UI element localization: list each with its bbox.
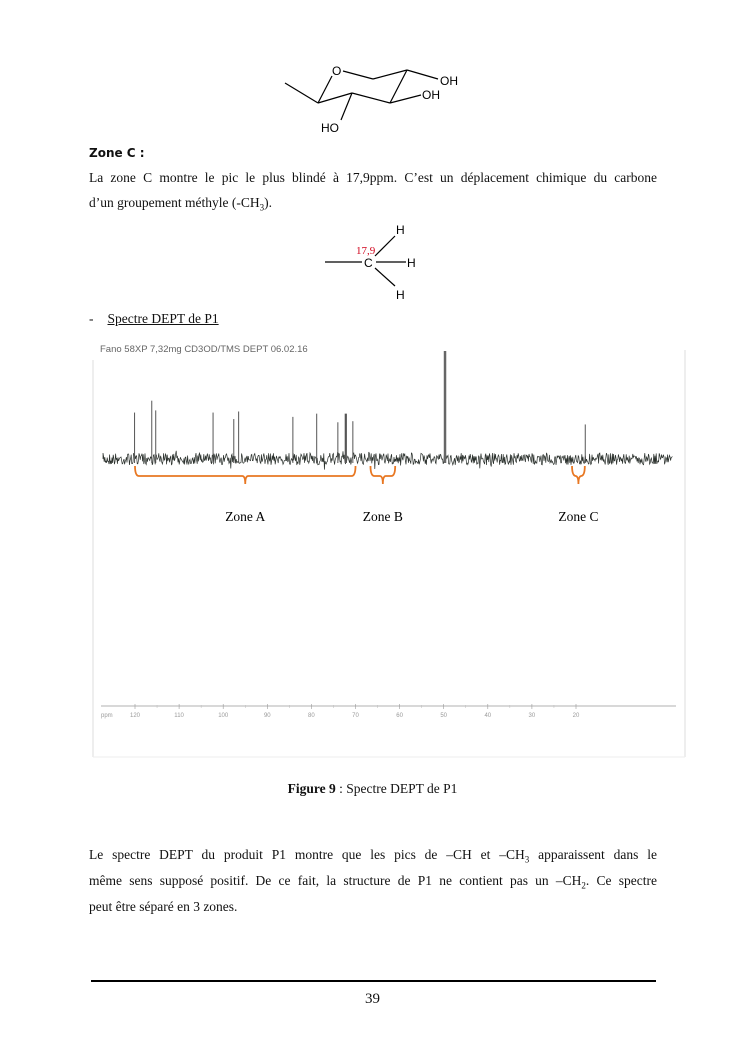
x-tick-label: 70 [352,713,359,719]
zone-c-text-line: d’un groupement méthyle (-CH3). [89,195,272,213]
x-tick-label: 40 [484,713,491,719]
x-tick-label: 110 [174,713,184,719]
x-axis-unit: ppm [101,713,113,719]
zone-label: Zone A [225,509,265,524]
section-heading: - Spectre DEPT de P1 [89,311,219,326]
conclusion-line: même sens supposé positif. De ce fait, l… [89,873,657,891]
pyranose-structure: O OH OH HO [284,64,458,135]
x-tick-label: 80 [308,713,315,719]
methyl-structure: C H H H 17,9 [325,223,416,302]
zone-label: Zone C [558,509,598,524]
spectrum-title: Fano 58XP 7,32mg CD3OD/TMS DEPT 06.02.16 [100,344,308,355]
x-tick-label: 50 [440,713,447,719]
zone-bracket [571,465,586,485]
zone-c-text-line: La zone C montre le pic le plus blindé à… [89,170,657,185]
baseline-noise [102,450,673,470]
oxygen-label: O [332,64,341,78]
zone-bracket [134,465,357,485]
x-tick-label: 30 [529,713,536,719]
x-tick-label: 90 [264,713,271,719]
x-tick-label: 20 [573,713,580,719]
hydrogen-label: H [396,223,405,237]
zone-label: Zone B [363,509,403,524]
x-tick-label: 100 [218,713,229,719]
hydrogen-label: H [396,288,405,302]
x-tick-label: 60 [396,713,403,719]
dept-spectrum: Fano 58XP 7,32mg CD3OD/TMS DEPT 06.02.16… [92,344,686,758]
zone-c-heading: Zone C : [89,146,145,160]
carbon-label: C [364,256,373,270]
conclusion-line: peut être séparé en 3 zones. [89,899,238,914]
hydrogen-label: H [407,256,416,270]
page-number: 39 [365,991,380,1007]
conclusion-line: Le spectre DEPT du produit P1 montre que… [89,847,657,865]
hydroxyl-label: OH [422,88,440,102]
hydroxyl-label: HO [321,121,339,135]
zone-bracket [369,465,397,485]
footer-rule [91,980,656,982]
hydroxyl-label: OH [440,74,458,88]
chemical-shift-label: 17,9 [356,245,376,257]
figure-caption: Figure 9 : Spectre DEPT de P1 [287,781,458,796]
x-tick-label: 120 [130,713,141,719]
